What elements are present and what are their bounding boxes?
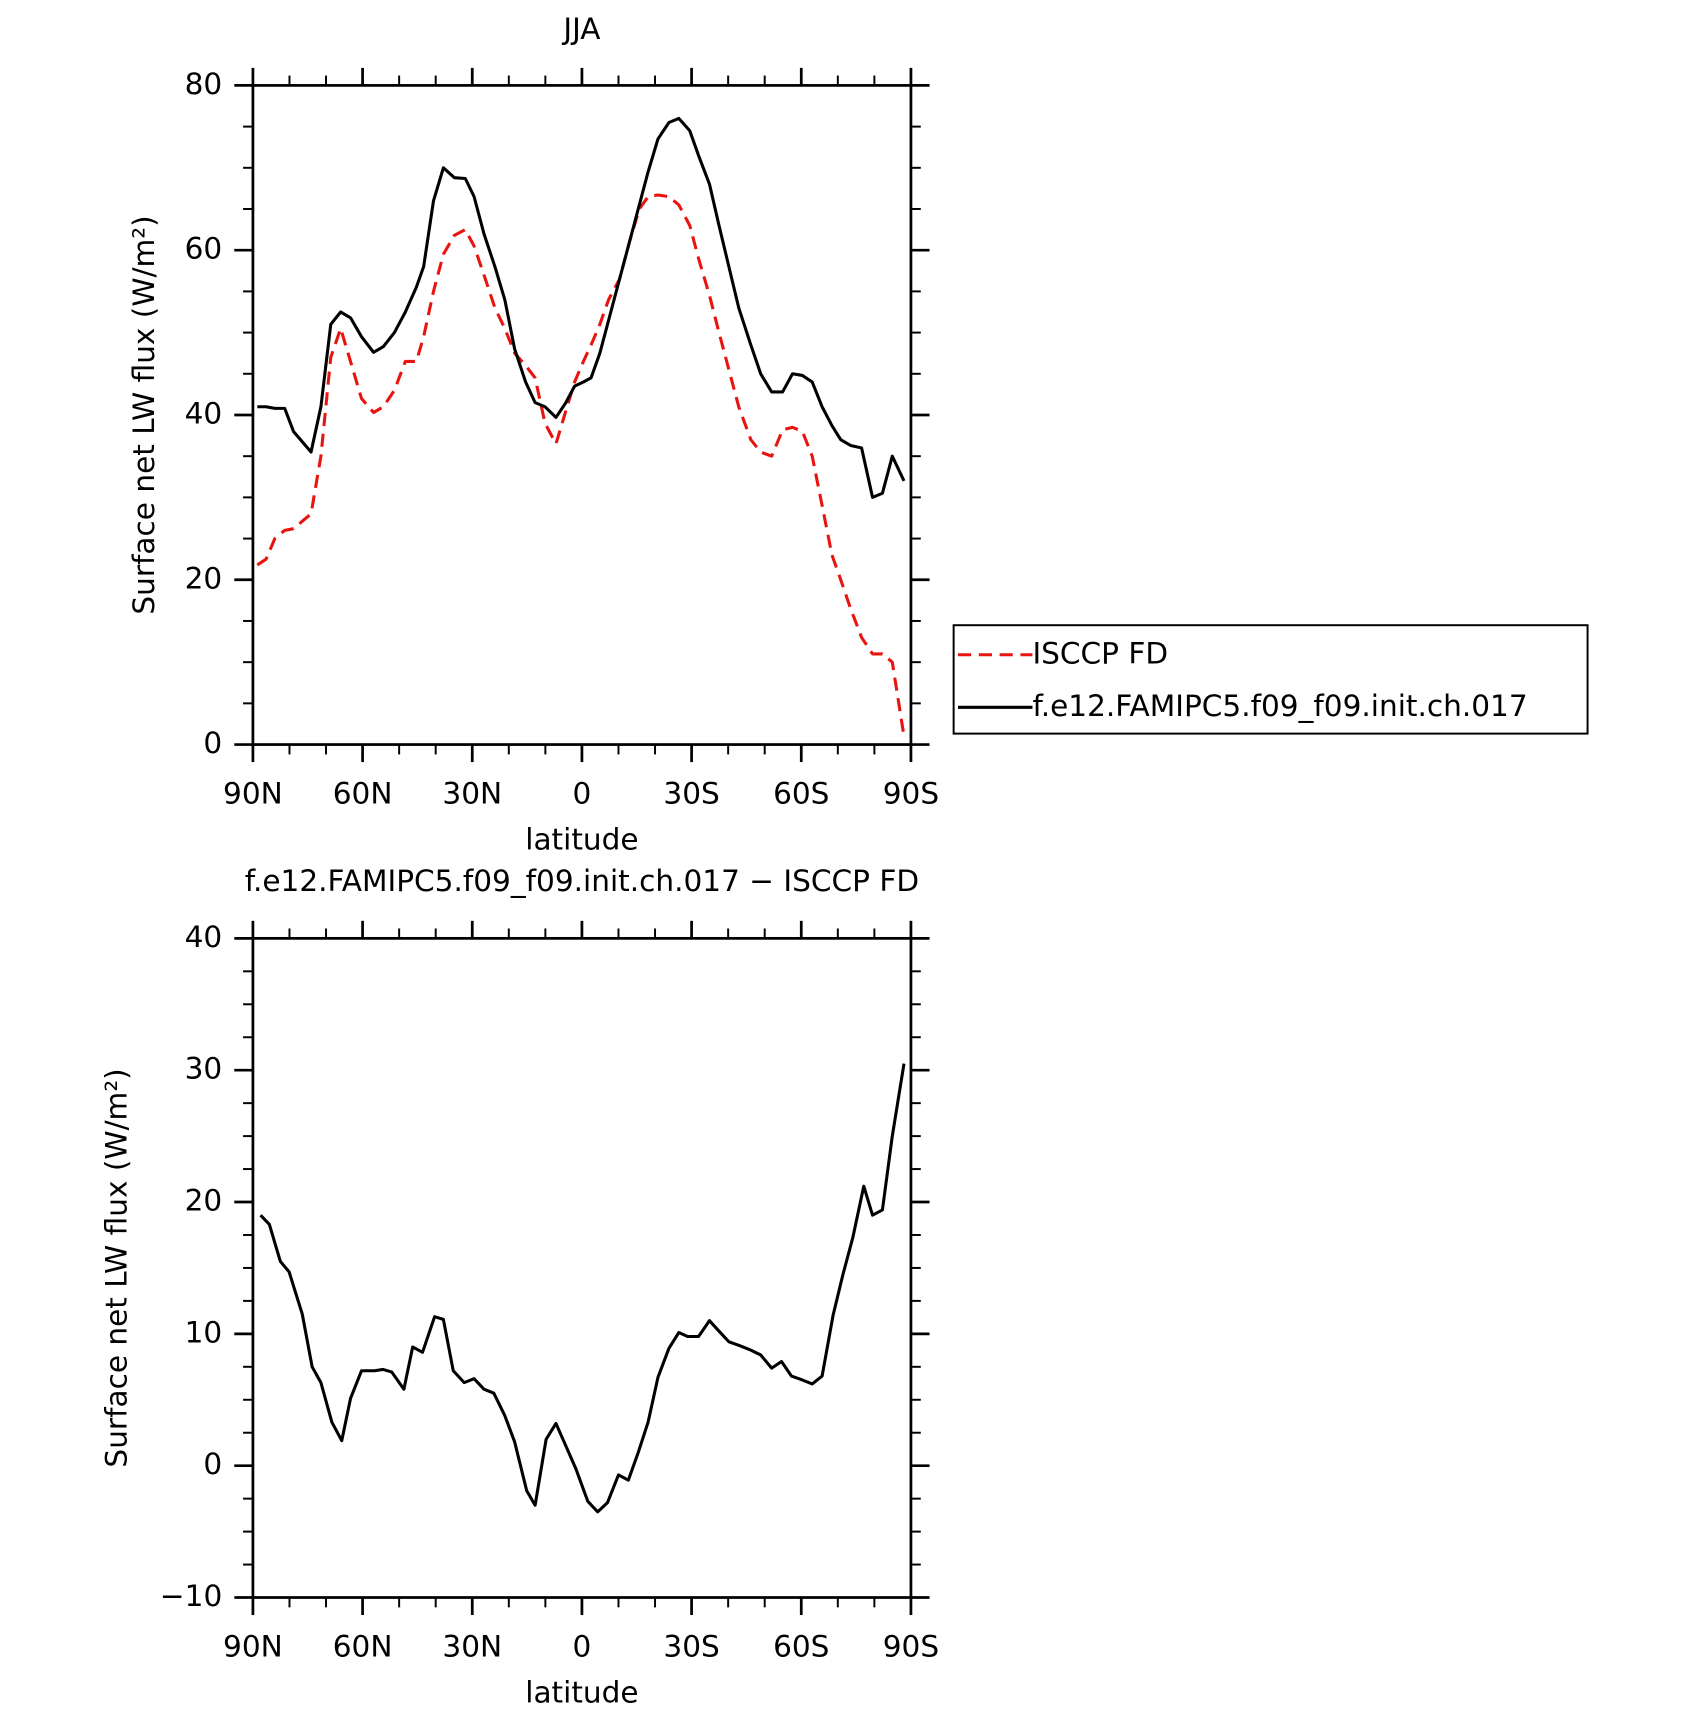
- x-axis-label: latitude: [525, 1675, 638, 1709]
- chart-title: JJA: [561, 12, 600, 46]
- y-axis-label: Surface net LW flux (W/m²): [127, 215, 161, 614]
- x-tick-label: 60S: [773, 1629, 829, 1663]
- x-tick-label: 90N: [223, 1629, 283, 1663]
- y-axis-label: Surface net LW flux (W/m²): [100, 1068, 134, 1467]
- y-tick-label: 20: [185, 1184, 223, 1218]
- x-tick-label: 0: [573, 776, 592, 810]
- x-tick-label: 30N: [442, 776, 502, 810]
- x-tick-label: 60S: [773, 776, 829, 810]
- x-tick-label: 0: [573, 1629, 592, 1663]
- chart-title: f.e12.FAMIPC5.f09_f09.init.ch.017 − ISCC…: [245, 864, 919, 898]
- x-tick-label: 30S: [663, 776, 719, 810]
- x-tick-label: 60N: [333, 1629, 393, 1663]
- y-tick-label: 60: [185, 232, 223, 266]
- x-tick-label: 30N: [442, 1629, 502, 1663]
- data-line: [257, 116, 906, 499]
- x-axis-label: latitude: [525, 822, 638, 856]
- y-tick-label: 40: [185, 396, 223, 430]
- y-tick-label: 20: [185, 561, 223, 595]
- legend-label: ISCCP FD: [1032, 636, 1168, 670]
- x-tick-label: 90S: [883, 776, 939, 810]
- x-tick-label: 90S: [883, 1629, 939, 1663]
- y-tick-label: 80: [185, 67, 223, 101]
- x-tick-label: 60N: [333, 776, 393, 810]
- y-tick-label: −10: [160, 1579, 222, 1613]
- data-line: [259, 1063, 906, 1514]
- y-tick-label: 40: [185, 920, 223, 954]
- y-tick-label: 0: [203, 726, 222, 760]
- y-tick-label: 30: [185, 1052, 223, 1086]
- legend-label: f.e12.FAMIPC5.f09_f09.init.ch.017: [1032, 689, 1527, 723]
- legend-box: [952, 624, 1589, 735]
- y-tick-label: 0: [203, 1447, 222, 1481]
- y-tick-label: 10: [185, 1315, 223, 1349]
- plot-frame: [251, 84, 913, 746]
- x-tick-label: 90N: [223, 776, 283, 810]
- plot-frame: [251, 936, 913, 1599]
- data-line: [256, 193, 906, 737]
- x-tick-label: 30S: [663, 1629, 719, 1663]
